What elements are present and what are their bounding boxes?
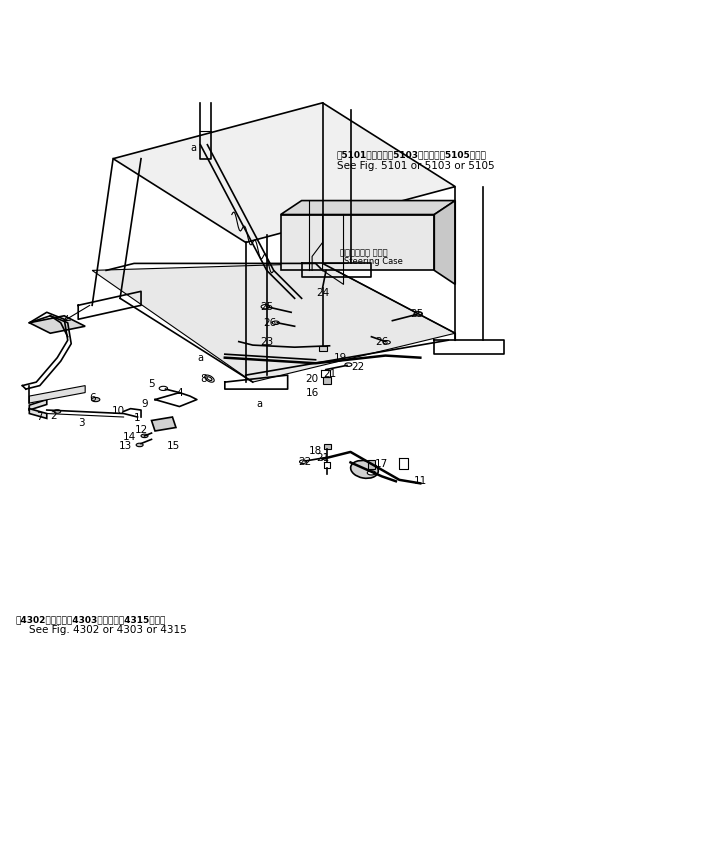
- Text: a: a: [198, 353, 203, 363]
- Text: 18: 18: [309, 445, 322, 455]
- Text: 19: 19: [334, 353, 347, 363]
- Text: 11: 11: [414, 477, 427, 486]
- Text: 15: 15: [168, 441, 180, 451]
- Text: 13: 13: [119, 441, 132, 451]
- Ellipse shape: [367, 471, 376, 475]
- Ellipse shape: [299, 460, 306, 464]
- Polygon shape: [280, 201, 455, 215]
- Text: 17: 17: [375, 460, 388, 470]
- Text: 21: 21: [316, 453, 329, 462]
- Text: 4: 4: [176, 388, 183, 398]
- Polygon shape: [151, 417, 176, 431]
- Text: 22: 22: [351, 362, 364, 371]
- Ellipse shape: [272, 321, 279, 325]
- Ellipse shape: [261, 304, 269, 309]
- Polygon shape: [113, 103, 455, 243]
- Polygon shape: [319, 346, 327, 351]
- Text: 25: 25: [260, 302, 273, 312]
- Ellipse shape: [414, 311, 423, 315]
- Text: ステアリング ケース: ステアリング ケース: [340, 248, 388, 258]
- Text: 6: 6: [89, 393, 95, 403]
- Ellipse shape: [205, 375, 215, 382]
- Text: See Fig. 4302 or 4303 or 4315: See Fig. 4302 or 4303 or 4315: [29, 625, 187, 635]
- Text: 10: 10: [112, 406, 125, 416]
- Polygon shape: [29, 386, 86, 403]
- Polygon shape: [280, 215, 435, 271]
- Text: 25: 25: [410, 309, 423, 319]
- Ellipse shape: [207, 377, 212, 381]
- Text: 3: 3: [79, 417, 85, 427]
- Text: 22: 22: [299, 457, 312, 467]
- Text: Steering Case: Steering Case: [343, 257, 402, 265]
- Text: a: a: [191, 143, 196, 153]
- Text: 26: 26: [264, 318, 277, 328]
- Text: 23: 23: [260, 337, 273, 347]
- Polygon shape: [29, 399, 47, 410]
- Text: 1: 1: [134, 414, 141, 423]
- Text: 2: 2: [50, 410, 57, 421]
- Text: 20: 20: [306, 374, 319, 383]
- Ellipse shape: [91, 398, 100, 402]
- Polygon shape: [323, 377, 331, 383]
- Text: 14: 14: [123, 432, 136, 442]
- Polygon shape: [368, 460, 375, 470]
- Ellipse shape: [141, 434, 148, 438]
- Text: 12: 12: [135, 425, 148, 434]
- Text: 8: 8: [200, 374, 207, 383]
- Text: 7: 7: [36, 412, 43, 422]
- Text: 5: 5: [148, 378, 155, 388]
- Text: 16: 16: [306, 388, 319, 398]
- Ellipse shape: [350, 460, 379, 478]
- Text: 24: 24: [316, 287, 329, 298]
- Ellipse shape: [159, 387, 168, 390]
- Text: a: a: [257, 399, 263, 410]
- Text: 9: 9: [141, 399, 148, 410]
- Polygon shape: [92, 264, 455, 382]
- Polygon shape: [29, 409, 47, 418]
- Text: 第5101図または第5103図または第5105図参照: 第5101図または第5103図または第5105図参照: [336, 151, 486, 159]
- Text: 26: 26: [375, 337, 388, 347]
- Polygon shape: [29, 315, 86, 333]
- Polygon shape: [324, 444, 331, 449]
- Polygon shape: [435, 201, 455, 284]
- Ellipse shape: [54, 410, 61, 413]
- Ellipse shape: [383, 341, 390, 344]
- Text: See Fig. 5101 or 5103 or 5105: See Fig. 5101 or 5103 or 5105: [336, 160, 494, 170]
- Text: 第4302図または第4303図または第4315図参照: 第4302図または第4303図または第4315図参照: [15, 615, 165, 624]
- Text: 21: 21: [323, 369, 336, 379]
- Ellipse shape: [345, 363, 352, 366]
- Ellipse shape: [136, 444, 143, 447]
